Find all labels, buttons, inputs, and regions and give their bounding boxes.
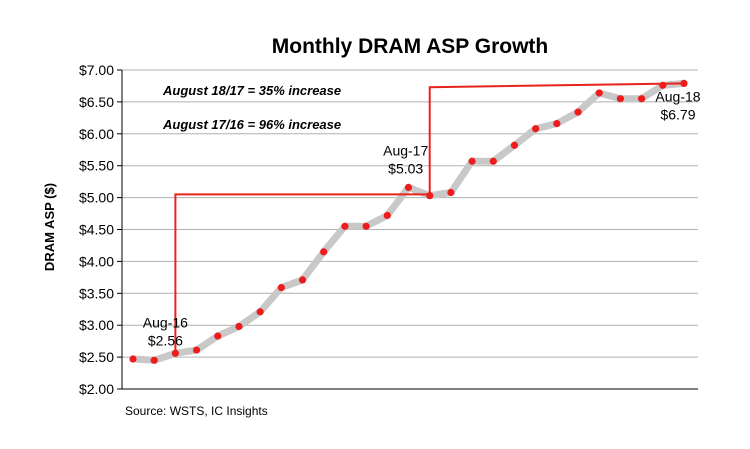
y-tick-labels: $2.00 $2.50 $3.00 $3.50 $4.00 $4.50 $5.00 $5.50…: [79, 62, 114, 397]
data-markers: [129, 79, 688, 364]
note-aug-18-17: August 18/17 = 35% increase: [162, 83, 341, 98]
data-point-dec-17: [510, 141, 519, 149]
y-tick-label: $4.50: [79, 222, 114, 238]
data-point-jun-17: [383, 211, 391, 220]
annotation-label-aug-18: Aug-18: [655, 88, 700, 104]
data-point-apr-17: [341, 222, 349, 230]
data-point-aug-16: [171, 349, 179, 357]
data-point-sep-17: [447, 188, 455, 197]
annotation-label-aug-17: Aug-17: [383, 143, 428, 159]
data-point-feb-18: [553, 119, 561, 128]
y-tick-label: $3.00: [79, 317, 114, 333]
y-tick-label: $5.00: [79, 190, 114, 206]
y-tick-label: $2.00: [79, 381, 114, 397]
y-tick-label: $4.00: [79, 253, 114, 269]
y-tick-label: $6.50: [79, 94, 114, 110]
data-point-aug-17: [426, 192, 434, 200]
data-point-jul-18: [659, 81, 667, 89]
data-point-jan-18: [532, 125, 540, 133]
data-point-may-18: [616, 95, 625, 103]
data-point-jun-16: [129, 355, 137, 363]
data-point-jan-17: [277, 283, 285, 292]
data-point-dec-16: [256, 308, 264, 316]
y-tick-label: $2.50: [79, 349, 114, 365]
data-point-jul-17: [404, 183, 413, 191]
chart-title: Monthly DRAM ASP Growth: [272, 35, 549, 58]
y-tick-label: $5.50: [79, 158, 114, 174]
source-note: Source: WSTS, IC Insights: [125, 404, 268, 418]
data-point-jul-16: [150, 356, 158, 364]
annotation-value-aug-18: $6.79: [660, 106, 695, 122]
y-tick-label: $6.00: [79, 126, 114, 142]
annotation-label-aug-16: Aug-16: [143, 314, 188, 330]
y-tick-label: $3.50: [79, 285, 114, 301]
data-point-nov-16: [235, 322, 243, 331]
data-point-jun-18: [638, 95, 646, 103]
data-point-apr-18: [595, 89, 603, 97]
note-aug-17-16: August 17/16 = 96% increase: [162, 117, 341, 132]
data-point-nov-17: [489, 157, 497, 165]
data-point-oct-17: [468, 157, 476, 165]
point-annotations: Aug-16 $2.56 Aug-17 $5.03 Aug-18 $6.79: [143, 88, 701, 348]
data-point-mar-17: [320, 248, 328, 256]
data-point-oct-16: [214, 332, 222, 340]
data-point-mar-18: [574, 108, 582, 116]
data-point-may-17: [362, 222, 370, 230]
y-axis-label: DRAM ASP ($): [42, 183, 57, 271]
annotation-value-aug-17: $5.03: [388, 161, 423, 177]
annotation-value-aug-16: $2.56: [148, 332, 183, 348]
data-point-sep-16: [192, 346, 201, 354]
data-point-aug-18: [680, 79, 688, 87]
data-point-feb-17: [298, 276, 307, 284]
grid-lines: [117, 69, 698, 390]
y-tick-label: $7.00: [79, 62, 114, 78]
